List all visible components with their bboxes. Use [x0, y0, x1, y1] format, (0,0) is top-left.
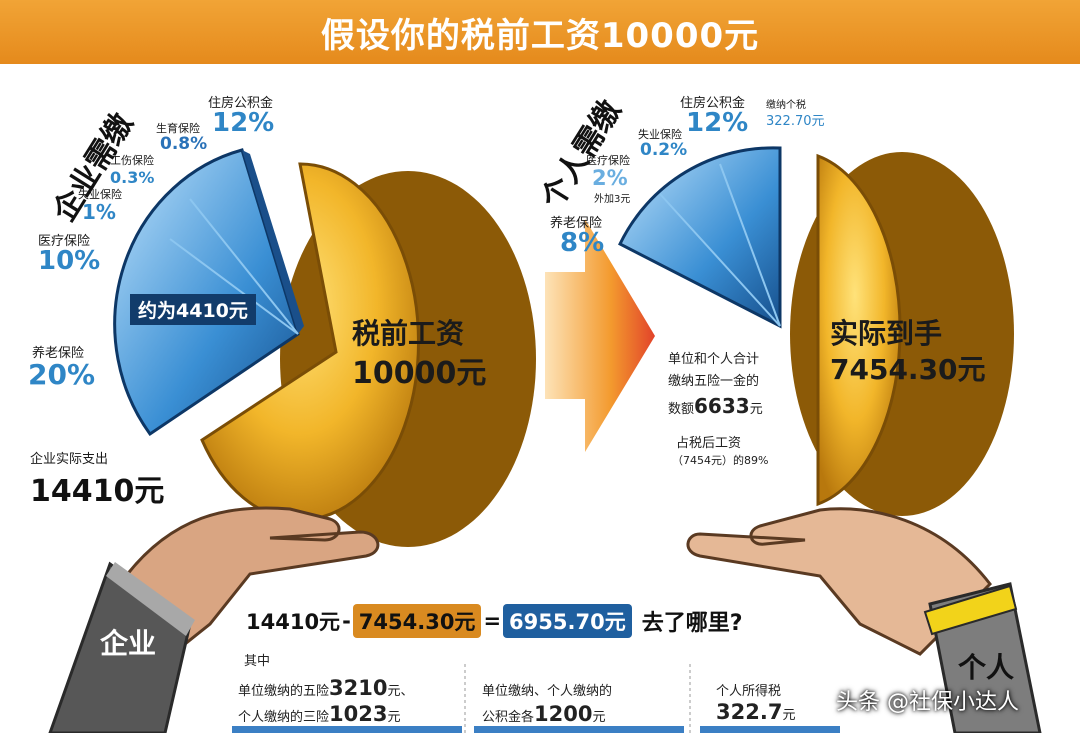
right-hand	[686, 507, 1042, 733]
col2-line2-value: 1200	[534, 702, 593, 726]
bottom-intro: 其中	[244, 654, 271, 669]
personal-hand-label: 个人	[958, 651, 1015, 684]
illustration	[48, 146, 1042, 733]
note-line3-value: 6633	[694, 394, 750, 418]
col3-line2-suffix: 元	[782, 708, 796, 723]
enterprise-hand-label: 企业	[100, 627, 157, 660]
left-item-medical-label: 医疗保险	[38, 234, 91, 249]
expense-label: 企业实际支出	[30, 452, 109, 467]
note-line3: 数额6633元	[668, 394, 763, 418]
note-line1: 单位和个人合计	[668, 352, 760, 367]
col3-line2-value: 322.7	[716, 700, 783, 724]
note-line3-prefix: 数额	[668, 402, 695, 417]
watermark: 头条 @社保小达人	[836, 690, 1019, 715]
equation: 14410元 - 7454.30元 = 6955.70元 去了哪里?	[246, 604, 742, 638]
col1-line2-prefix: 个人缴纳的三险	[238, 710, 330, 725]
col1-line2-value: 1023	[329, 702, 388, 726]
note-line5: （7454元）的89%	[672, 454, 769, 467]
left-item-unemployment-pct: 1%	[82, 200, 116, 224]
right-pie-wedge	[618, 146, 782, 329]
left-item-maternity-label: 生育保险	[156, 122, 200, 135]
left-item-housing-label: 住房公积金	[208, 96, 274, 111]
bottom-box-3	[700, 726, 840, 733]
right-item-unemployment-label: 失业保险	[638, 128, 682, 141]
right-item-unemployment-pct: 0.2%	[640, 140, 688, 160]
note-line4: 占税后工资	[676, 436, 742, 451]
left-item-housing-pct: 12%	[212, 108, 275, 138]
left-coin-line1: 税前工资	[352, 317, 465, 350]
col1-line1-value: 3210	[329, 676, 388, 700]
transfer-arrow	[545, 219, 655, 452]
expense-value: 14410元	[30, 474, 165, 509]
equation-total: 14410元	[246, 610, 341, 634]
equation-equals: =	[483, 609, 502, 633]
equation-takehome: 7454.30元	[352, 604, 482, 638]
left-hand	[48, 506, 380, 733]
col1-line1: 单位缴纳的五险3210元、	[238, 676, 413, 700]
page-title: 假设你的税前工资10000元	[320, 16, 760, 56]
right-item-tax-label: 缴纳个税	[766, 100, 806, 111]
col1-line1-prefix: 单位缴纳的五险	[238, 684, 330, 699]
header-banner	[0, 0, 1080, 64]
bottom-box-1	[232, 726, 462, 733]
left-pie-wedge	[113, 148, 304, 437]
left-item-medical-pct: 10%	[38, 246, 101, 276]
right-item-housing-pct: 12%	[686, 108, 749, 138]
right-item-medical-label: 医疗保险	[586, 154, 630, 167]
right-item-extra-label: 外加3元	[594, 194, 631, 205]
right-item-housing-label: 住房公积金	[680, 96, 746, 111]
equation-diff: 6955.70元	[503, 604, 632, 638]
col1-line1-suffix: 元、	[387, 684, 414, 699]
equation-minus: -	[342, 609, 351, 633]
left-item-pension-pct: 20%	[28, 358, 96, 391]
right-item-pension-pct: 8%	[560, 228, 605, 258]
left-coin	[200, 162, 536, 547]
right-coin-line1: 实际到手	[830, 317, 943, 350]
left-item-unemployment-label: 失业保险	[78, 188, 122, 201]
note-line2: 缴纳五险一金的	[668, 374, 760, 389]
col2-line2-prefix: 公积金各	[482, 710, 535, 725]
left-pie-label: 约为4410元	[130, 294, 256, 325]
col1-line2: 个人缴纳的三险1023元	[238, 702, 400, 726]
col3-line1: 个人所得税	[716, 684, 782, 699]
bottom-box-2	[474, 726, 684, 733]
left-item-injury-pct: 0.3%	[110, 168, 155, 187]
left-item-pension-label: 养老保险	[32, 346, 85, 361]
col1-line2-suffix: 元	[387, 710, 401, 725]
equation-question: 去了哪里?	[641, 611, 743, 636]
right-coin-line2: 7454.30元	[830, 353, 986, 386]
left-item-maternity-pct: 0.8%	[160, 134, 208, 154]
right-coin	[790, 152, 1014, 516]
right-item-pension-label: 养老保险	[550, 216, 603, 231]
note-line3-suffix: 元	[749, 402, 763, 417]
col2-line2: 公积金各1200元	[482, 702, 605, 726]
right-item-medical-pct: 2%	[592, 166, 628, 190]
col2-line1: 单位缴纳、个人缴纳的	[482, 684, 613, 699]
left-item-injury-label: 工伤保险	[110, 154, 154, 167]
col2-line2-suffix: 元	[592, 710, 606, 725]
col3-line2: 322.7元	[716, 700, 795, 724]
left-coin-line2: 10000元	[352, 356, 487, 391]
right-item-tax-pct: 322.70元	[766, 114, 825, 129]
